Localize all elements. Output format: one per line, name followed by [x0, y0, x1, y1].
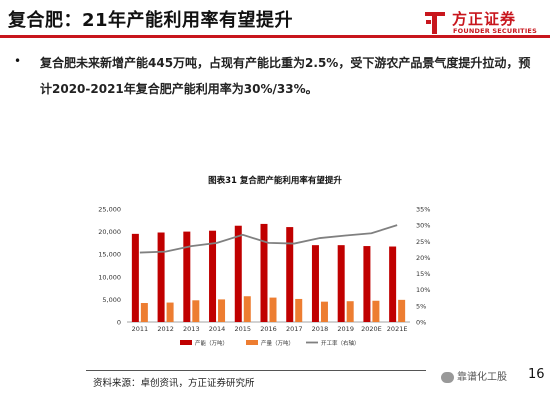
capacity-bar — [183, 231, 191, 322]
y-right-tick-label: 25% — [416, 238, 430, 246]
legend-swatch — [246, 340, 258, 345]
x-tick-label: 2012 — [157, 325, 174, 333]
output-bar — [346, 301, 354, 322]
y-right-tick-label: 35% — [416, 206, 430, 214]
y-right-tick-label: 10% — [416, 286, 430, 294]
legend-label: 产能（万吨） — [195, 339, 228, 347]
output-bar — [192, 300, 200, 322]
wechat-watermark: 靠谱化工股 — [441, 368, 507, 383]
x-tick-label: 2014 — [209, 325, 226, 333]
capacity-bar — [260, 223, 268, 322]
logo-subtext: FOUNDER SECURITIES — [453, 27, 537, 35]
output-bar — [166, 302, 174, 322]
y-left-tick-label: 15,000 — [98, 251, 121, 259]
page-title: 复合肥：21年产能利用率有望提升 — [8, 10, 294, 31]
y-left-tick-label: 20,000 — [98, 228, 121, 236]
x-tick-label: 2013 — [183, 325, 200, 333]
capacity-bar — [389, 246, 397, 322]
capacity-bar — [131, 233, 139, 322]
x-tick-label: 2016 — [260, 325, 277, 333]
y-right-tick-label: 20% — [416, 254, 430, 262]
output-bar — [295, 298, 303, 322]
y-left-tick-label: 0 — [117, 319, 121, 327]
legend-swatch — [180, 340, 192, 345]
output-bar — [320, 301, 328, 322]
y-left-tick-label: 5,000 — [102, 296, 121, 304]
x-tick-label: 2017 — [286, 325, 303, 333]
capacity-bar — [363, 246, 371, 322]
utilization-line — [139, 224, 398, 254]
x-tick-label: 2020E — [361, 325, 382, 333]
logo-text: 方正证券 — [452, 10, 517, 28]
x-tick-label: 2011 — [132, 325, 149, 333]
capacity-bar — [234, 225, 242, 322]
page-number: 16 — [528, 367, 545, 382]
capacity-bar — [209, 230, 217, 322]
y-right-tick-label: 15% — [416, 270, 430, 278]
summary-text: 复合肥未来新增产能445万吨，占现有产能比重为2.5%，受下游农产品景气度提升拉… — [40, 56, 531, 96]
x-tick-label: 2015 — [234, 325, 251, 333]
capacity-bar — [157, 232, 165, 322]
output-bar — [218, 299, 226, 322]
capacity-bar — [337, 245, 345, 322]
legend-label: 产量（万吨） — [261, 339, 294, 347]
capacity-bar — [286, 227, 294, 322]
y-right-tick-label: 0% — [416, 319, 426, 327]
logo-emblem-icon — [425, 12, 445, 34]
wechat-name: 靠谱化工股 — [457, 372, 507, 383]
output-bar — [243, 296, 251, 322]
header-divider — [0, 35, 550, 38]
output-bar — [140, 303, 148, 322]
capacity-bar — [311, 245, 319, 322]
wechat-icon — [441, 371, 454, 383]
source-divider — [86, 370, 426, 371]
source-note: 资料来源：卓创资讯，方正证券研究所 — [93, 378, 255, 389]
output-bar — [398, 299, 406, 322]
x-tick-label: 2019 — [337, 325, 354, 333]
y-right-tick-label: 5% — [416, 302, 426, 310]
x-tick-label: 2021E — [387, 325, 408, 333]
founder-securities-logo: 方正证券 FOUNDER SECURITIES — [422, 6, 540, 40]
bullet-marker: • — [14, 54, 22, 68]
y-left-tick-label: 10,000 — [98, 273, 121, 281]
y-left-tick-label: 25,000 — [98, 206, 121, 214]
output-bar — [372, 300, 380, 322]
y-right-tick-label: 30% — [416, 222, 430, 230]
x-tick-label: 2018 — [312, 325, 329, 333]
chart-title: 图表31 复合肥产能利用率有望提升 — [208, 176, 342, 186]
output-bar — [269, 297, 277, 322]
legend-label: 开工率（右轴） — [321, 339, 360, 347]
